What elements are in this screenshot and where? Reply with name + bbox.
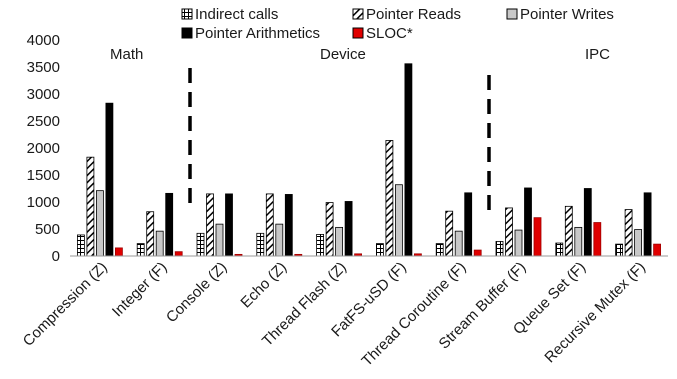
bar-sloc-compression-z — [115, 247, 123, 257]
legend-label-pointer-arithmetics: Pointer Arithmetics — [195, 25, 320, 42]
x-tick-label-echo-z: Echo (Z) — [237, 259, 290, 312]
bar-indirect-calls-fatfs-usd-f — [375, 243, 384, 257]
legend-label-pointer-reads: Pointer Reads — [366, 6, 461, 23]
x-tick-label-integer-f: Integer (F) — [109, 259, 171, 321]
bar-pointer-reads-fatfs-usd-f — [385, 140, 394, 257]
bar-pointer-writes-console-z — [215, 223, 224, 257]
y-tick-label-3000: 3000 — [27, 86, 60, 103]
bars — [77, 63, 661, 257]
bar-indirect-calls-compression-z — [77, 234, 85, 257]
x-tick-label-recursive-mutex-f: Recursive Mutex (F) — [541, 259, 649, 367]
bar-pointer-reads-thread-coroutine-f — [445, 210, 454, 257]
bar-pointer-reads-compression-z — [86, 156, 95, 257]
legend-label-indirect-calls: Indirect calls — [195, 6, 278, 23]
bar-pointer-reads-console-z — [206, 193, 214, 257]
x-tick-label-console-z: Console (Z) — [163, 259, 230, 326]
legend-item-pointer-reads: Pointer Reads — [352, 6, 461, 23]
bar-pointer-reads-stream-buffer-f — [505, 207, 513, 257]
x-axis-labels: Compression (Z)Integer (F)Console (Z) Ech… — [20, 259, 649, 370]
y-tick-label-2500: 2500 — [27, 113, 60, 130]
y-tick-label-2000: 2000 — [27, 140, 60, 157]
bar-pointer-arithmetics-fatfs-usd-f — [404, 63, 413, 257]
bar-pointer-reads-thread-flash-z — [325, 202, 334, 257]
bar-pointer-reads-integer-f — [146, 211, 155, 257]
legend-swatch-indirect-calls — [181, 8, 193, 20]
bar-pointer-reads-echo-z — [265, 193, 274, 257]
y-axis: 0 500 1000 1500 2000 2500 3000 3500 4000 — [27, 32, 60, 265]
bar-indirect-calls-integer-f — [136, 243, 145, 257]
y-tick-label-0: 0 — [52, 248, 60, 265]
bar-indirect-calls-stream-buffer-f — [495, 241, 504, 257]
bar-pointer-reads-queue-set-f — [564, 205, 573, 257]
bar-pointer-arithmetics-thread-flash-z — [344, 201, 353, 257]
legend-item-sloc: SLOC* — [352, 25, 413, 42]
bar-pointer-arithmetics-queue-set-f — [583, 188, 592, 257]
bar-pointer-writes-compression-z — [96, 190, 104, 257]
bar-pointer-writes-thread-flash-z — [335, 226, 344, 257]
bar-indirect-calls-queue-set-f — [555, 242, 564, 257]
legend: Indirect calls Pointer Reads Pointer Wri… — [181, 6, 614, 42]
bar-pointer-writes-fatfs-usd-f — [394, 184, 403, 257]
bar-pointer-arithmetics-console-z — [225, 193, 233, 257]
x-tick-label-compression-z: Compression (Z) — [20, 259, 111, 350]
legend-item-indirect-calls: Indirect calls — [181, 6, 278, 23]
bar-sloc-queue-set-f — [593, 222, 602, 257]
legend-item-pointer-arithmetics: Pointer Arithmetics — [181, 25, 320, 42]
y-tick-label-1500: 1500 — [27, 167, 60, 184]
bar-pointer-writes-stream-buffer-f — [514, 229, 523, 257]
bar-pointer-arithmetics-stream-buffer-f — [524, 187, 532, 257]
legend-label-sloc: SLOC* — [366, 25, 413, 42]
legend-swatch-pointer-writes — [506, 8, 518, 20]
y-tick-label-4000: 4000 — [27, 32, 60, 49]
bar-pointer-arithmetics-compression-z — [105, 102, 114, 257]
bar-indirect-calls-thread-coroutine-f — [435, 243, 444, 257]
bar-pointer-arithmetics-integer-f — [165, 192, 174, 257]
legend-swatch-pointer-reads — [352, 8, 364, 20]
bar-indirect-calls-echo-z — [256, 232, 265, 257]
legend-swatch-sloc — [352, 27, 364, 39]
bar-pointer-arithmetics-echo-z — [284, 194, 293, 257]
bar-pointer-arithmetics-recursive-mutex-f — [643, 192, 652, 257]
bar-sloc-thread-coroutine-f — [473, 249, 482, 257]
bar-pointer-arithmetics-thread-coroutine-f — [464, 192, 473, 257]
bar-pointer-writes-echo-z — [275, 223, 284, 257]
group-label-device: Device — [320, 46, 366, 63]
bar-pointer-writes-queue-set-f — [574, 226, 583, 257]
bar-sloc-recursive-mutex-f — [653, 243, 661, 257]
bar-pointer-writes-integer-f — [155, 230, 164, 257]
bar-pointer-writes-recursive-mutex-f — [634, 229, 642, 257]
group-label-ipc: IPC — [585, 46, 610, 63]
y-tick-label-500: 500 — [35, 221, 60, 238]
x-tick-label-thread-coroutine-f: Thread Coroutine (F) — [358, 259, 469, 370]
bar-pointer-writes-thread-coroutine-f — [454, 230, 463, 257]
bar-indirect-calls-thread-flash-z — [316, 233, 325, 257]
bar-sloc-integer-f — [174, 251, 183, 257]
legend-label-pointer-writes: Pointer Writes — [520, 6, 614, 23]
bar-pointer-reads-recursive-mutex-f — [624, 209, 633, 257]
y-tick-label-3500: 3500 — [27, 59, 60, 76]
legend-item-pointer-writes: Pointer Writes — [506, 6, 614, 23]
legend-swatch-pointer-arithmetics — [181, 27, 193, 39]
bar-indirect-calls-recursive-mutex-f — [615, 243, 623, 257]
y-tick-label-1000: 1000 — [27, 194, 60, 211]
bar-indirect-calls-console-z — [196, 232, 205, 257]
group-label-math: Math — [110, 46, 143, 63]
bar-sloc-stream-buffer-f — [533, 217, 542, 257]
